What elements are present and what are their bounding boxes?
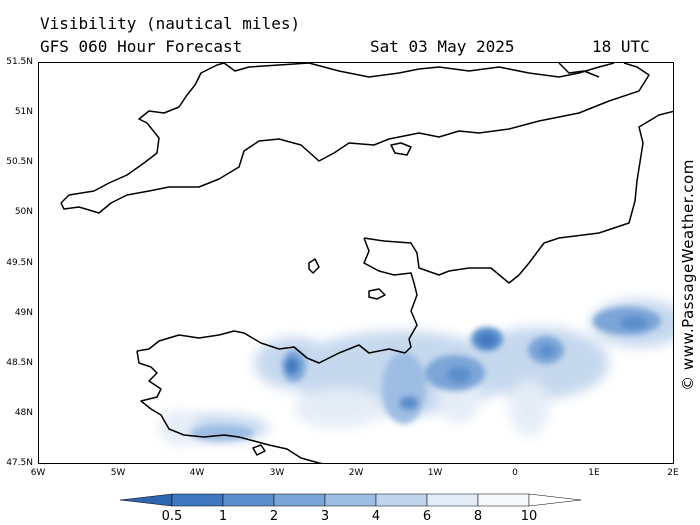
legend-label: 2 <box>269 509 279 524</box>
legend-label: 4 <box>371 509 381 524</box>
devon-cornwall-coast <box>60 63 650 214</box>
lon-label: 1W <box>427 468 443 478</box>
lon-label: 3W <box>269 468 285 478</box>
legend-swatch <box>171 493 224 507</box>
coastlines <box>60 63 673 463</box>
legend-swatch <box>426 493 479 507</box>
lat-label: 50.5N <box>6 157 33 167</box>
lat-label: 47.5N <box>6 458 33 468</box>
legend-label: 6 <box>422 509 432 524</box>
jersey <box>368 288 386 300</box>
lat-label: 48N <box>14 408 33 418</box>
legend-colorbar <box>119 493 582 507</box>
legend-label: 8 <box>473 509 483 524</box>
watermark-text: © www.PassageWeather.com <box>679 159 697 391</box>
lat-label: 49.5N <box>6 258 33 268</box>
legend-label: 3 <box>320 509 330 524</box>
legend-swatch <box>273 493 326 507</box>
guernsey <box>308 258 320 274</box>
brittany-west-coast <box>136 350 323 463</box>
lat-label: 50N <box>14 207 33 217</box>
legend-swatch <box>375 493 428 507</box>
brittany-north-coast <box>136 330 406 364</box>
french-north-coast <box>363 110 673 284</box>
bristol-channel-south <box>308 63 615 78</box>
legend-swatch <box>477 493 530 507</box>
cotentin-peninsula <box>363 237 418 354</box>
legend-label: 0.5 <box>161 509 183 524</box>
lon-label: 2E <box>667 468 679 478</box>
legend-label: 10 <box>520 509 538 524</box>
forecast-subtitle: GFS 060 Hour Forecast <box>40 37 243 56</box>
lon-label: 0 <box>512 468 518 478</box>
thames-estuary <box>558 63 600 78</box>
legend-swatch <box>222 493 275 507</box>
lat-label: 48.5N <box>6 358 33 368</box>
legend-swatch <box>119 493 173 507</box>
lat-label: 51.5N <box>6 57 33 67</box>
visibility-map <box>38 62 674 464</box>
watermark: © www.PassageWeather.com <box>678 150 698 400</box>
map-canvas <box>60 63 673 463</box>
lat-label: 51N <box>14 107 33 117</box>
lon-label: 6W <box>30 468 46 478</box>
isle-of-wight <box>390 142 412 156</box>
bristol-channel-north <box>223 63 310 72</box>
belle-ile <box>252 444 266 456</box>
lon-label: 4W <box>189 468 205 478</box>
lon-label: 2W <box>348 468 364 478</box>
lon-label: 1E <box>588 468 600 478</box>
legend-swatch <box>528 493 582 507</box>
visibility-shading <box>159 299 673 446</box>
forecast-date: Sat 03 May 2025 <box>370 37 515 56</box>
legend-label: 1 <box>218 509 228 524</box>
lat-label: 49N <box>14 308 33 318</box>
legend-swatch <box>324 493 377 507</box>
forecast-time: 18 UTC <box>592 37 650 56</box>
england-south-coast <box>60 63 225 204</box>
lon-label: 5W <box>110 468 126 478</box>
map-title: Visibility (nautical miles) <box>40 14 301 33</box>
